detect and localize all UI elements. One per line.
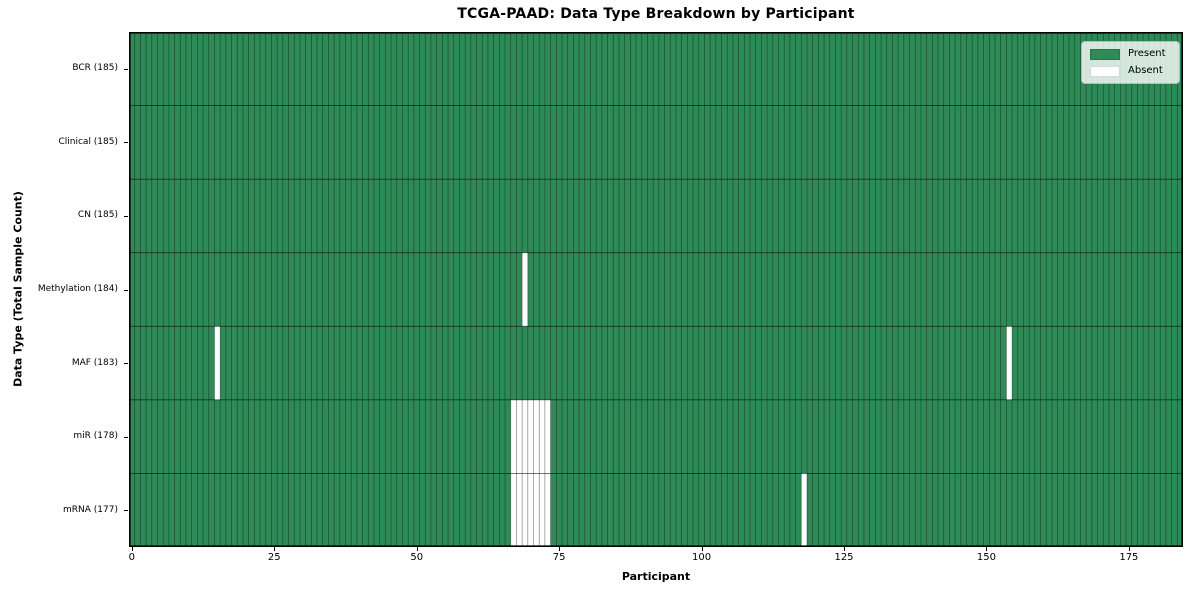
y-tick-mark (124, 68, 128, 70)
absent-cell-mRNA-68 (516, 473, 523, 547)
x-tick-mark (559, 547, 561, 551)
legend-label-absent: Absent (1128, 65, 1163, 76)
x-tick-label-150: 150 (976, 552, 996, 563)
x-tick-label-125: 125 (834, 552, 854, 563)
absent-cell-mRNA-72 (539, 473, 545, 547)
absent-cell-miR-69 (522, 399, 528, 474)
x-tick-label-50: 50 (410, 552, 424, 563)
x-tick-mark (844, 547, 845, 551)
y-tick-label-Methylation: Methylation (184) (37, 284, 118, 294)
legend-entry-absent: Absent (1090, 65, 1171, 77)
y-tick-mark (124, 363, 128, 365)
x-axis-label: Participant (621, 570, 691, 583)
x-tick-mark (416, 547, 418, 551)
absent-cell-miR-70 (527, 399, 534, 474)
x-tick-label-175: 175 (1119, 552, 1139, 563)
x-tick-label-75: 75 (552, 552, 566, 563)
present-swatch (1090, 48, 1120, 60)
y-tick-mark (124, 289, 128, 291)
x-tick-mark (1128, 547, 1130, 551)
x-tick-mark (274, 547, 276, 551)
absent-cell-mRNA-69 (522, 473, 528, 547)
y-tick-mark (124, 142, 128, 144)
y-tick-mark (124, 215, 128, 217)
legend: Present Absent (1081, 41, 1180, 84)
absent-cell-miR-72 (539, 399, 545, 474)
absent-cell-mRNA-71 (533, 473, 540, 547)
legend-label-present: Present (1128, 48, 1166, 59)
absent-cell-mRNA-70 (527, 473, 534, 547)
axes-spines (129, 32, 1183, 547)
plot-area: Present Absent (129, 32, 1183, 547)
absent-cell-miR-71 (533, 399, 540, 474)
presence-matrix (129, 32, 1183, 547)
absent-cell-mRNA-73 (544, 473, 551, 547)
y-tick-label-MAF: MAF (183) (71, 357, 118, 368)
absent-cell-miR-67 (510, 399, 517, 474)
absent-cell-mRNA-67 (510, 473, 517, 547)
y-tick-mark (124, 510, 128, 512)
legend-entry-present: Present (1090, 48, 1171, 60)
y-tick-mark (124, 436, 128, 438)
y-tick-label-Clinical: Clinical (185) (58, 136, 118, 147)
y-tick-label-BCR: BCR (185) (72, 63, 118, 74)
absent-swatch (1090, 65, 1120, 77)
y-tick-label-mRNA: mRNA (177) (63, 504, 118, 515)
absent-cell-MAF-154 (1006, 326, 1013, 400)
x-tick-mark (986, 547, 988, 551)
y-tick-label-CN: CN (185) (77, 210, 118, 221)
absent-cell-mRNA-118 (801, 473, 807, 547)
x-tick-label-100: 100 (692, 552, 712, 563)
x-tick-mark (701, 547, 703, 551)
absent-cell-Methylation-69 (522, 252, 528, 327)
y-tick-label-miR: miR (178) (73, 431, 118, 442)
present-cells-background (129, 32, 1183, 547)
chart-title: TCGA-PAAD: Data Type Breakdown by Partic… (457, 6, 855, 22)
x-tick-label-25: 25 (267, 552, 281, 563)
absent-cell-miR-73 (544, 399, 551, 474)
absent-cell-MAF-15 (214, 326, 221, 400)
absent-cell-miR-68 (516, 399, 523, 474)
x-tick-label-0: 0 (128, 552, 136, 563)
x-tick-mark (131, 547, 133, 551)
